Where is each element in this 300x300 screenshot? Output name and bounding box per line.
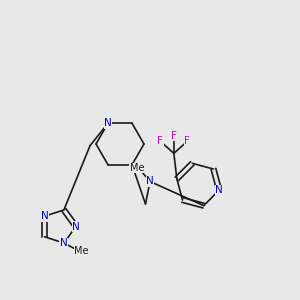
Text: N: N: [215, 185, 223, 195]
Text: Me: Me: [74, 245, 88, 256]
Text: N: N: [72, 221, 80, 232]
Text: F: F: [158, 136, 163, 146]
Text: F: F: [171, 131, 177, 141]
Text: N: N: [60, 238, 68, 248]
Text: Me: Me: [130, 163, 144, 173]
Text: F: F: [184, 136, 190, 146]
Text: N: N: [104, 118, 112, 128]
Text: N: N: [146, 176, 154, 187]
Text: N: N: [40, 211, 48, 221]
